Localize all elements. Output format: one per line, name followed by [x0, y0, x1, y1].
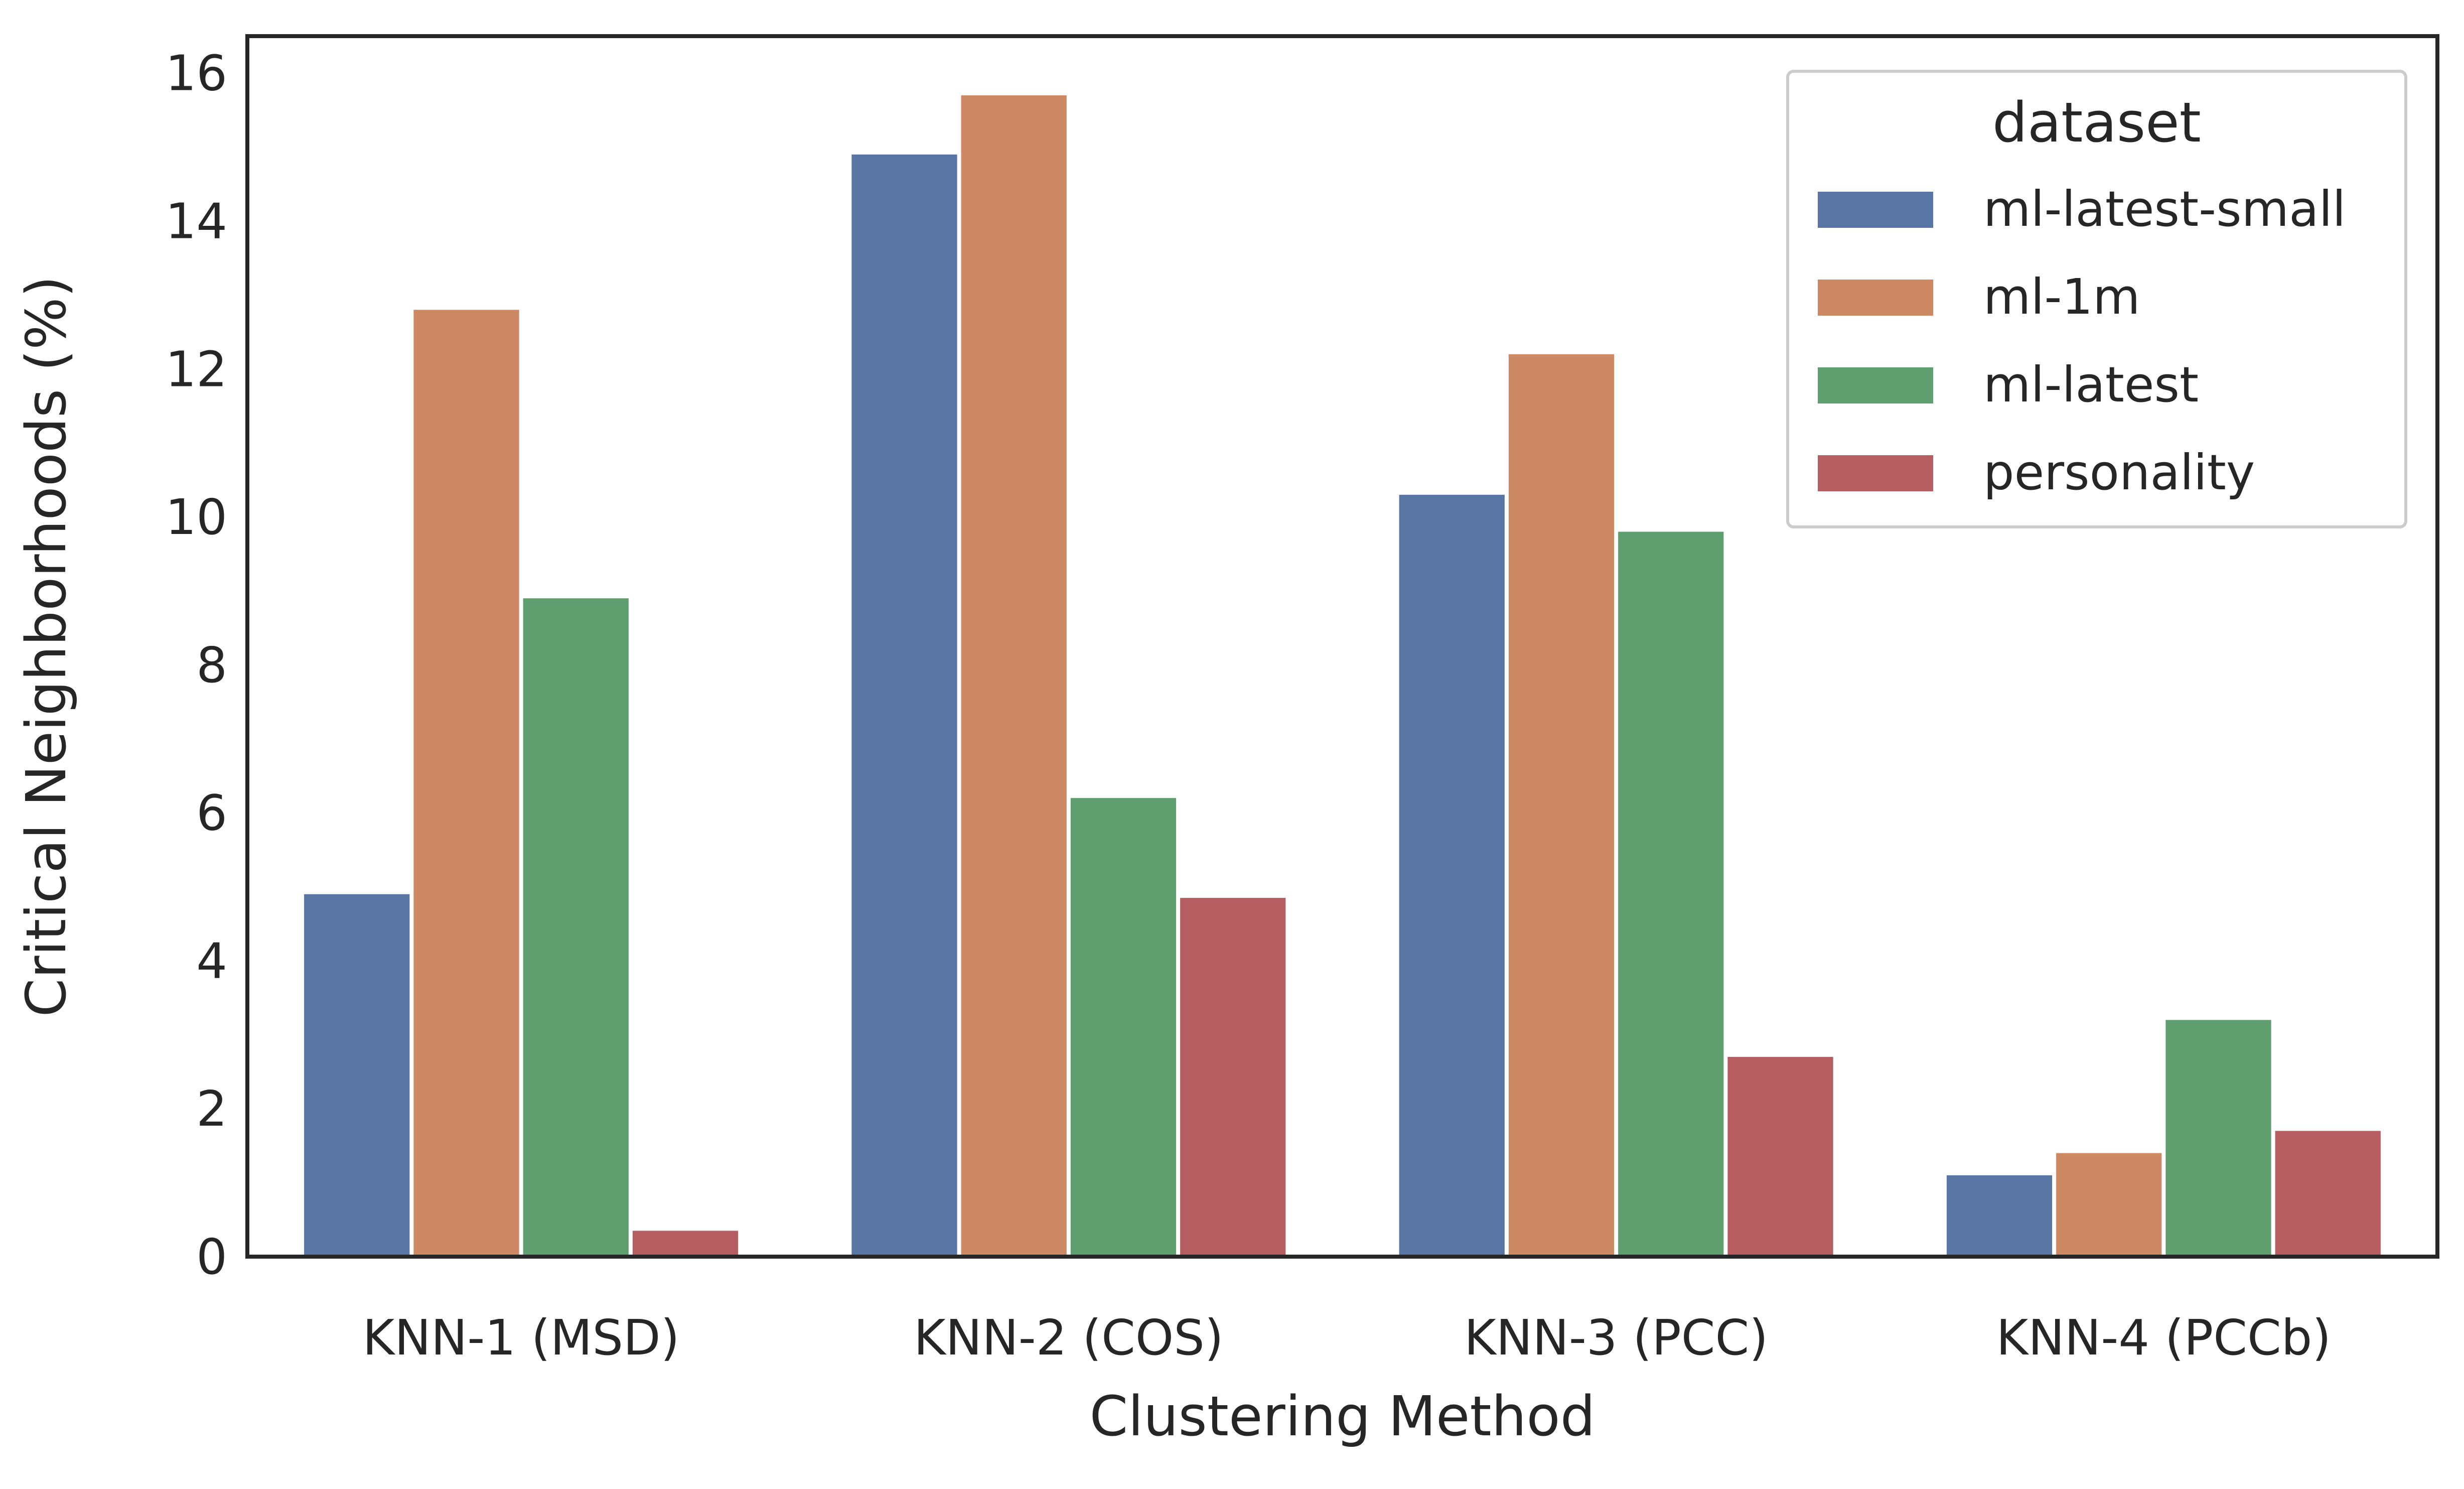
- bar-ml-latest-small-1: [304, 894, 410, 1257]
- bar-ml-latest-small-4: [1946, 1175, 2053, 1257]
- y-tick-label: 0: [196, 1229, 227, 1285]
- bar-personality-4: [2275, 1131, 2381, 1257]
- y-tick-label: 16: [166, 45, 227, 102]
- legend-items: ml-latest-small ml-1m ml-latest personality: [1818, 181, 2346, 501]
- plot-frame: [245, 34, 2439, 1259]
- legend-swatch-ml-1m: [1818, 280, 1933, 316]
- x-axis-label: Clustering Method: [1089, 1384, 1595, 1448]
- legend-label-personality: personality: [1983, 444, 2255, 501]
- bar-ml-latest-4: [2165, 1020, 2271, 1257]
- x-tick-label: KNN-1 (MSD): [363, 1309, 680, 1366]
- y-tick-label: 12: [166, 341, 227, 397]
- y-tick-label: 8: [196, 637, 227, 694]
- bar-ml-1m-3: [1508, 354, 1615, 1257]
- y-tick-label: 2: [196, 1080, 227, 1137]
- legend-title: dataset: [1992, 90, 2201, 155]
- bar-personality-2: [1180, 898, 1286, 1257]
- bar-ml-latest-2: [1070, 798, 1177, 1257]
- x-axis-ticks: KNN-1 (MSD) KNN-2 (COS) KNN-3 (PCC) KNN-4 (…: [363, 1309, 2331, 1366]
- bars-group: [304, 95, 2381, 1257]
- y-axis-label: Critical Neighborhoods (%): [14, 276, 78, 1017]
- legend: dataset ml-latest-small ml-1m ml-latest per…: [1786, 70, 2407, 528]
- y-tick-label: 10: [166, 489, 227, 546]
- legend-swatch-ml-latest-small: [1818, 192, 1933, 228]
- y-tick-label: 6: [196, 785, 227, 842]
- x-tick-label: KNN-2 (COS): [914, 1309, 1224, 1366]
- y-tick-label: 4: [196, 932, 227, 989]
- legend-label-ml-latest-small: ml-latest-small: [1983, 181, 2346, 237]
- legend-label-ml-1m: ml-1m: [1983, 268, 2140, 325]
- bar-ml-latest-small-3: [1399, 494, 1505, 1257]
- bar-ml-latest-3: [1618, 531, 1724, 1257]
- x-tick-label: KNN-3 (PCC): [1464, 1309, 1768, 1366]
- bar-ml-1m-4: [2056, 1153, 2162, 1257]
- legend-box: [1786, 70, 2407, 528]
- legend-swatch-ml-latest: [1818, 367, 1933, 403]
- legend-swatch-personality: [1818, 455, 1933, 491]
- bar-ml-1m-2: [961, 95, 1067, 1257]
- bar-personality-1: [632, 1231, 739, 1257]
- y-tick-label: 14: [166, 193, 227, 249]
- bar-ml-latest-1: [523, 598, 629, 1257]
- bar-personality-3: [1727, 1057, 1833, 1257]
- bar-ml-latest-small-2: [851, 154, 957, 1257]
- x-tick-label: KNN-4 (PCCb): [1996, 1309, 2332, 1366]
- legend-label-ml-latest: ml-latest: [1983, 356, 2199, 413]
- y-axis-ticks: 0 2 4 6 8 10 12 14 16: [166, 45, 227, 1285]
- bar-ml-1m-1: [413, 310, 519, 1257]
